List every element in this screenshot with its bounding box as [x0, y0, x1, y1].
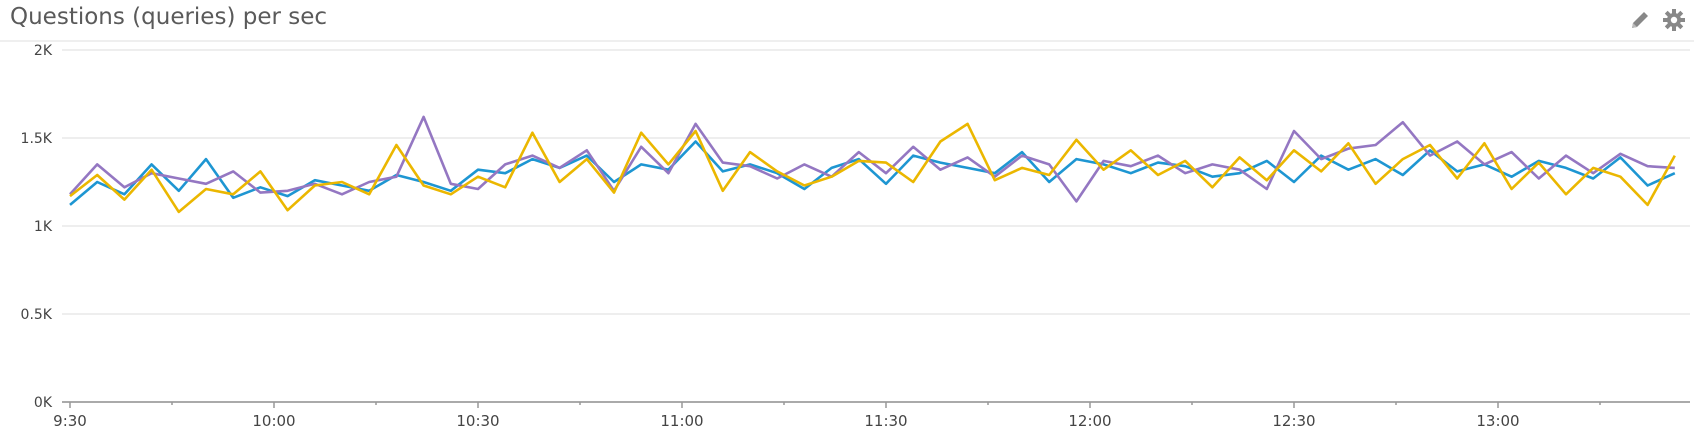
x-tick-label: 11:00: [660, 412, 703, 430]
header-divider: [0, 40, 1694, 42]
y-tick-label: 2K: [34, 43, 53, 59]
y-tick-label: 0.5K: [21, 307, 53, 323]
gear-icon[interactable]: [1662, 8, 1686, 32]
x-tick-label: 10:00: [252, 412, 295, 430]
x-tick-label: 11:30: [864, 412, 907, 430]
x-tick-label: 9:30: [53, 412, 87, 430]
x-tick-label: 12:00: [1068, 412, 1111, 430]
y-tick-label: 1K: [34, 219, 53, 235]
x-tick-label: 12:30: [1272, 412, 1315, 430]
chart-title: Questions (queries) per sec: [10, 4, 328, 30]
y-tick-label: 0K: [34, 395, 53, 411]
x-tick-label: 13:00: [1476, 412, 1519, 430]
pencil-icon[interactable]: [1628, 8, 1652, 32]
y-tick-label: 1.5K: [21, 131, 53, 147]
series-line-0: [69, 140, 1676, 206]
x-tick-label: 10:30: [456, 412, 499, 430]
series-line-2: [69, 122, 1676, 214]
